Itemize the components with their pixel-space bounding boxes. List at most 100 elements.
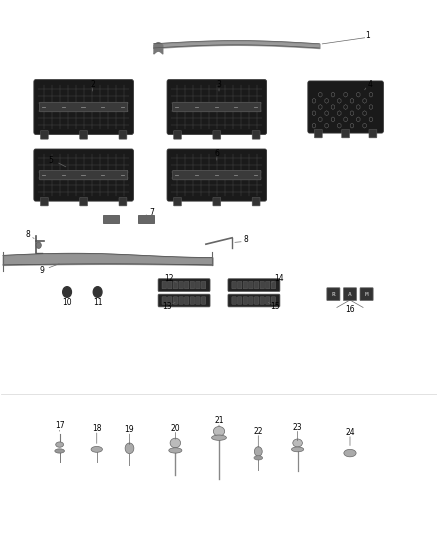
FancyBboxPatch shape — [168, 281, 172, 289]
FancyBboxPatch shape — [252, 197, 260, 206]
FancyBboxPatch shape — [173, 197, 181, 206]
FancyBboxPatch shape — [243, 297, 247, 304]
Ellipse shape — [344, 449, 356, 457]
FancyBboxPatch shape — [173, 170, 261, 180]
Ellipse shape — [169, 448, 182, 453]
Text: 1: 1 — [365, 31, 370, 40]
FancyBboxPatch shape — [173, 281, 178, 289]
FancyBboxPatch shape — [360, 288, 373, 301]
FancyBboxPatch shape — [39, 102, 128, 112]
Ellipse shape — [293, 439, 302, 447]
FancyBboxPatch shape — [173, 297, 178, 304]
FancyBboxPatch shape — [237, 297, 242, 304]
Text: 14: 14 — [275, 274, 284, 283]
Ellipse shape — [170, 438, 180, 448]
FancyBboxPatch shape — [40, 197, 48, 206]
Text: 6: 6 — [214, 149, 219, 158]
Text: 22: 22 — [254, 427, 263, 436]
Circle shape — [63, 287, 71, 297]
FancyBboxPatch shape — [271, 281, 276, 289]
FancyBboxPatch shape — [369, 130, 377, 138]
FancyBboxPatch shape — [314, 130, 322, 138]
Text: 9: 9 — [40, 266, 45, 274]
Ellipse shape — [91, 447, 102, 453]
FancyBboxPatch shape — [232, 281, 236, 289]
FancyBboxPatch shape — [190, 281, 194, 289]
Text: A: A — [348, 292, 352, 297]
FancyBboxPatch shape — [265, 297, 270, 304]
FancyBboxPatch shape — [213, 131, 221, 139]
FancyBboxPatch shape — [327, 288, 340, 301]
FancyBboxPatch shape — [167, 79, 267, 134]
Text: 17: 17 — [55, 422, 64, 431]
FancyBboxPatch shape — [260, 281, 265, 289]
FancyBboxPatch shape — [252, 131, 260, 139]
FancyBboxPatch shape — [119, 197, 127, 206]
FancyBboxPatch shape — [162, 297, 166, 304]
Text: 10: 10 — [62, 298, 72, 307]
FancyBboxPatch shape — [173, 131, 181, 139]
FancyBboxPatch shape — [167, 149, 267, 201]
Text: 24: 24 — [345, 428, 355, 437]
FancyBboxPatch shape — [196, 281, 200, 289]
Circle shape — [36, 242, 41, 248]
FancyBboxPatch shape — [173, 102, 261, 112]
FancyBboxPatch shape — [201, 297, 206, 304]
Text: 11: 11 — [93, 298, 102, 307]
FancyBboxPatch shape — [254, 297, 259, 304]
Text: 3: 3 — [216, 79, 222, 88]
Ellipse shape — [213, 426, 225, 436]
FancyBboxPatch shape — [158, 294, 210, 307]
Text: 21: 21 — [214, 416, 224, 425]
FancyBboxPatch shape — [179, 281, 183, 289]
FancyBboxPatch shape — [254, 281, 259, 289]
FancyBboxPatch shape — [308, 81, 383, 133]
FancyBboxPatch shape — [228, 294, 280, 307]
Text: 19: 19 — [125, 425, 134, 434]
FancyBboxPatch shape — [80, 197, 88, 206]
FancyBboxPatch shape — [265, 281, 270, 289]
FancyBboxPatch shape — [237, 281, 242, 289]
FancyBboxPatch shape — [190, 297, 194, 304]
FancyBboxPatch shape — [196, 297, 200, 304]
FancyBboxPatch shape — [179, 297, 183, 304]
Text: 15: 15 — [270, 302, 280, 311]
Text: 8: 8 — [244, 236, 248, 245]
Bar — [103, 215, 119, 223]
FancyBboxPatch shape — [39, 170, 128, 180]
FancyBboxPatch shape — [158, 279, 210, 292]
Text: 4: 4 — [367, 79, 372, 88]
FancyBboxPatch shape — [40, 131, 48, 139]
Text: 2: 2 — [90, 79, 95, 88]
Text: 16: 16 — [345, 304, 355, 313]
Ellipse shape — [254, 456, 263, 460]
Bar — [138, 215, 154, 223]
FancyBboxPatch shape — [201, 281, 206, 289]
Ellipse shape — [55, 449, 64, 453]
Circle shape — [254, 447, 262, 456]
FancyBboxPatch shape — [243, 281, 247, 289]
FancyBboxPatch shape — [162, 281, 166, 289]
FancyBboxPatch shape — [271, 297, 276, 304]
FancyBboxPatch shape — [34, 149, 134, 201]
Text: 20: 20 — [170, 424, 180, 433]
FancyBboxPatch shape — [249, 281, 253, 289]
Ellipse shape — [56, 442, 64, 447]
Ellipse shape — [291, 447, 304, 452]
FancyBboxPatch shape — [260, 297, 265, 304]
FancyBboxPatch shape — [119, 131, 127, 139]
Text: 23: 23 — [293, 423, 302, 432]
Ellipse shape — [212, 435, 226, 440]
Text: M: M — [365, 292, 368, 297]
FancyBboxPatch shape — [168, 297, 172, 304]
FancyBboxPatch shape — [249, 297, 253, 304]
FancyBboxPatch shape — [34, 79, 134, 134]
Text: R: R — [332, 292, 335, 297]
Circle shape — [125, 443, 134, 454]
Text: 7: 7 — [149, 208, 154, 217]
Text: 18: 18 — [92, 424, 102, 433]
Text: 12: 12 — [164, 274, 173, 283]
FancyBboxPatch shape — [213, 197, 221, 206]
FancyBboxPatch shape — [232, 297, 236, 304]
FancyBboxPatch shape — [343, 288, 357, 301]
